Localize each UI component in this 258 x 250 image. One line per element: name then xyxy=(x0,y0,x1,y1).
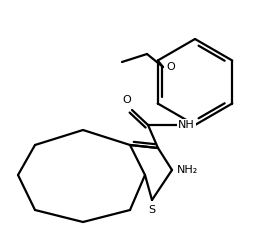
Text: S: S xyxy=(148,205,156,215)
Text: NH: NH xyxy=(178,120,195,130)
Text: O: O xyxy=(123,95,131,105)
Text: O: O xyxy=(166,62,175,72)
Text: NH₂: NH₂ xyxy=(177,165,198,175)
